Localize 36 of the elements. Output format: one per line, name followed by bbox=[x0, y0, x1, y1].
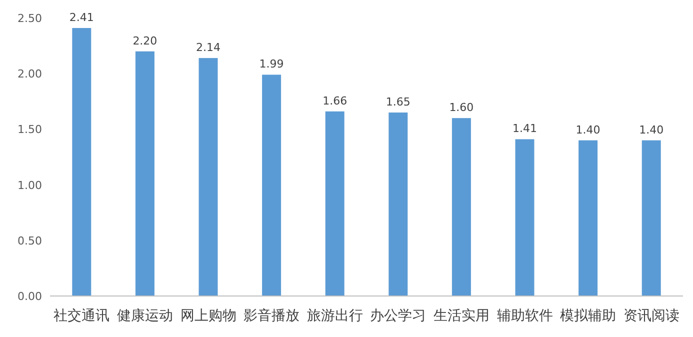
y-tick-label: 0.50 bbox=[18, 234, 42, 248]
bar bbox=[578, 140, 598, 296]
bar bbox=[262, 74, 282, 296]
x-tick-label: 社交通讯 bbox=[54, 308, 110, 324]
x-tick-label: 影音播放 bbox=[244, 308, 300, 324]
x-tick-label: 资讯阅读 bbox=[623, 308, 680, 324]
x-tick-label: 网上购物 bbox=[180, 308, 236, 324]
data-label: 1.40 bbox=[576, 123, 600, 136]
y-tick-label: 2.50 bbox=[18, 12, 42, 25]
data-label: 2.41 bbox=[69, 11, 94, 24]
data-label: 1.99 bbox=[259, 58, 284, 71]
bar bbox=[198, 58, 218, 296]
bar bbox=[642, 140, 661, 296]
x-tick-label: 生活实用 bbox=[433, 308, 490, 324]
data-label: 1.65 bbox=[386, 96, 410, 109]
data-label: 1.41 bbox=[512, 122, 537, 136]
data-label: 2.20 bbox=[132, 34, 158, 48]
data-label: 1.60 bbox=[449, 101, 474, 114]
y-tick-label: 1.50 bbox=[18, 123, 42, 136]
bar bbox=[452, 118, 471, 296]
data-label: 1.40 bbox=[639, 123, 664, 136]
bar bbox=[72, 28, 92, 296]
y-tick-label: 2.00 bbox=[18, 68, 42, 81]
x-tick-label: 旅游出行 bbox=[306, 308, 363, 324]
x-tick-label: 健康运动 bbox=[116, 308, 173, 324]
data-label: 2.14 bbox=[196, 41, 220, 54]
x-tick-label: 办公学习 bbox=[370, 308, 426, 324]
bar bbox=[515, 139, 534, 296]
bar bbox=[388, 112, 408, 296]
bar bbox=[325, 111, 344, 296]
y-tick-label: 0.00 bbox=[18, 290, 42, 303]
x-tick-label: 辅助软件 bbox=[496, 308, 553, 324]
x-tick-label: 模拟辅助 bbox=[560, 308, 616, 324]
y-tick-label: 1.00 bbox=[18, 178, 42, 192]
data-label: 1.66 bbox=[322, 94, 348, 108]
bar bbox=[135, 51, 154, 296]
